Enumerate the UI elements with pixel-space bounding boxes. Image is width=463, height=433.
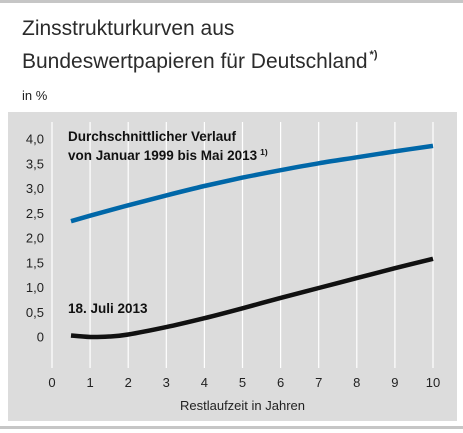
x-tick-label: 1 xyxy=(86,375,93,390)
x-tick-label: 10 xyxy=(426,375,440,390)
chart-title-line2: Bundeswertpapieren für Deutschland *) xyxy=(22,42,378,75)
y-tick-label: 0 xyxy=(37,330,44,345)
x-tick-label: 9 xyxy=(391,375,398,390)
y-tick-label: 0,5 xyxy=(26,305,44,320)
chart-title-line2-text: Bundeswertpapieren für Deutschland xyxy=(22,50,368,73)
series-label-july-2013: 18. Juli 2013 xyxy=(68,301,148,316)
x-tick-label: 3 xyxy=(163,375,170,390)
series-labels: Durchschnittlicher Verlauf von Januar 199… xyxy=(68,129,268,316)
y-tick-label: 3,0 xyxy=(26,181,44,196)
series-label-average: von Januar 1999 bis Mai 2013 1) xyxy=(68,147,268,163)
x-tick-label: 2 xyxy=(125,375,132,390)
series-line-average xyxy=(70,143,434,224)
plot-panel xyxy=(8,112,457,421)
x-axis-title: Restlaufzeit in Jahren xyxy=(180,398,305,413)
x-tick-label: 6 xyxy=(277,375,284,390)
y-tick-label: 1,5 xyxy=(26,255,44,270)
title-footnote-mark: *) xyxy=(369,49,378,61)
y-tick-label: 3,5 xyxy=(26,156,44,171)
x-tick-label: 7 xyxy=(315,375,322,390)
unit-label: in % xyxy=(22,88,48,103)
series-label-footnote: 1) xyxy=(260,147,268,157)
y-tick-label: 2,0 xyxy=(26,231,44,246)
y-tick-labels: 0 0,5 1,0 1,5 2,0 2,5 3,0 3,5 4,0 xyxy=(26,132,44,345)
x-tick-label: 4 xyxy=(201,375,208,390)
x-tick-label: 0 xyxy=(48,375,55,390)
x-tick-label: 5 xyxy=(239,375,246,390)
series-label-average: Durchschnittlicher Verlauf xyxy=(68,129,237,144)
chart-title-line1: Zinsstrukturkurven aus xyxy=(22,17,235,40)
y-tick-label: 4,0 xyxy=(26,132,44,147)
bottom-rule xyxy=(0,426,463,429)
y-tick-label: 2,5 xyxy=(26,206,44,221)
series-lines xyxy=(70,143,434,340)
x-tick-labels: 0 1 2 3 4 5 6 7 8 9 10 xyxy=(48,375,440,390)
y-tick-label: 1,0 xyxy=(26,280,44,295)
series-line-july-2013 xyxy=(70,256,434,340)
x-tick-label: 8 xyxy=(353,375,360,390)
chart-title: Zinsstrukturkurven aus Bundeswertpapiere… xyxy=(22,16,378,75)
top-rule xyxy=(0,0,463,3)
